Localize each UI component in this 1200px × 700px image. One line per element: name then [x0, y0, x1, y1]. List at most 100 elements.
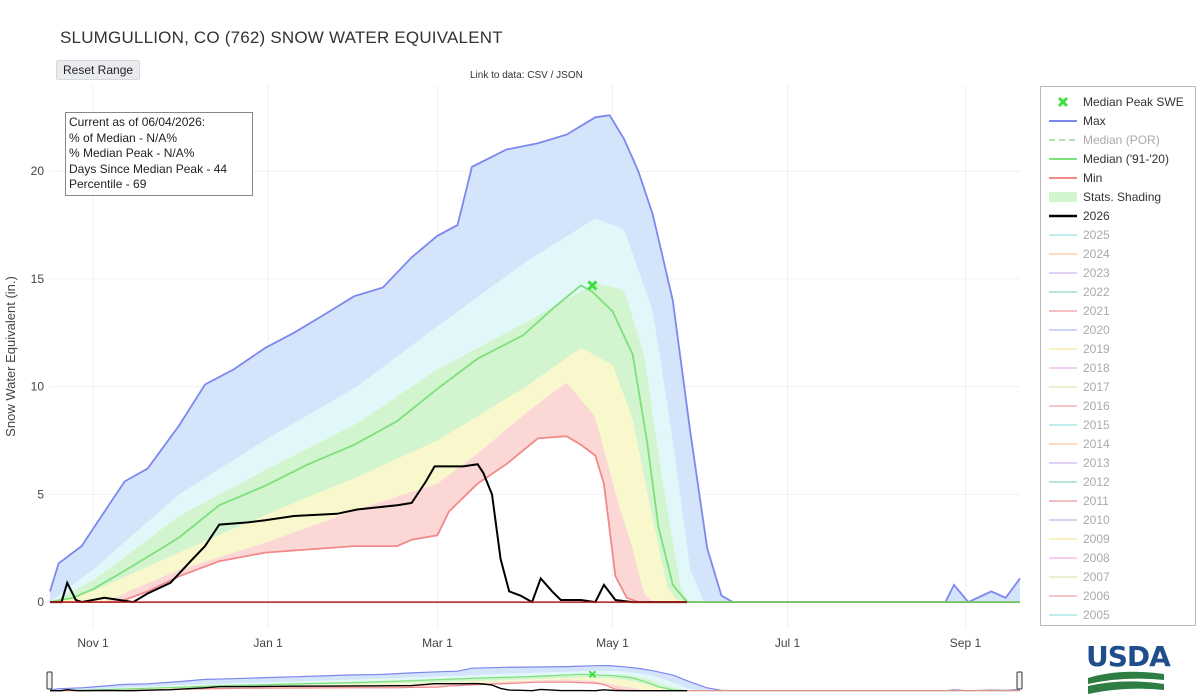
legend-item[interactable]: 2022 [1047, 283, 1110, 301]
legend-item[interactable]: 2007 [1047, 568, 1110, 586]
legend-item[interactable]: Median (POR) [1047, 131, 1160, 149]
legend-label: 2009 [1083, 532, 1110, 546]
legend-label: 2010 [1083, 513, 1110, 527]
stats-band-50-70 [50, 283, 1020, 603]
info-line-days-since-peak: Days Since Median Peak - 44 [69, 161, 228, 176]
legend-label: 2022 [1083, 285, 1110, 299]
legend-label: Median ('91-'20) [1083, 152, 1169, 166]
legend-item[interactable]: Min [1047, 169, 1102, 187]
legend-swatch-icon [1047, 533, 1079, 545]
current-status-box: Current as of 06/04/2026: % of Median - … [65, 112, 253, 196]
legend-item[interactable]: Median Peak SWE [1047, 93, 1184, 111]
usda-logo-text: USDA [1086, 640, 1171, 673]
stats-band-30-50 [50, 348, 1020, 603]
legend-item[interactable]: 2020 [1047, 321, 1110, 339]
legend-swatch-icon [1047, 324, 1079, 336]
nav-min-line [50, 681, 1020, 692]
legend-swatch-icon [1047, 476, 1079, 488]
legend-item[interactable]: 2008 [1047, 549, 1110, 567]
legend-label: 2005 [1083, 608, 1110, 622]
legend-item[interactable]: 2016 [1047, 397, 1110, 415]
legend-swatch-icon [1047, 419, 1079, 431]
stats-band-min-30 [50, 383, 1020, 603]
legend-label: 2016 [1083, 399, 1110, 413]
legend-item[interactable]: 2006 [1047, 587, 1110, 605]
median-peak-marker [587, 280, 598, 291]
legend-item[interactable]: 2023 [1047, 264, 1110, 282]
legend-item[interactable]: 2009 [1047, 530, 1110, 548]
legend-item[interactable]: 2010 [1047, 511, 1110, 529]
legend-swatch-icon [1047, 514, 1079, 526]
legend-swatch-icon [1047, 305, 1079, 317]
range-start-handle[interactable] [46, 671, 53, 690]
legend-swatch-icon [1047, 590, 1079, 602]
legend-label: 2015 [1083, 418, 1110, 432]
legend-item[interactable]: 2005 [1047, 606, 1110, 624]
legend-label: 2008 [1083, 551, 1110, 565]
data-link[interactable]: Link to data: CSV / JSON [470, 70, 583, 81]
legend-swatch-icon [1047, 210, 1079, 222]
legend-swatch-icon [1047, 229, 1079, 241]
range-end-handle[interactable] [1016, 671, 1023, 690]
info-line-pct-median: % of Median - N/A% [69, 130, 178, 145]
legend-swatch-icon [1047, 248, 1079, 260]
legend-label: 2013 [1083, 456, 1110, 470]
legend-item[interactable]: 2014 [1047, 435, 1110, 453]
legend-swatch-icon [1047, 115, 1079, 127]
legend-item[interactable]: 2026 [1047, 207, 1110, 225]
legend-swatch-icon [1047, 267, 1079, 279]
y-tick-label: 0 [37, 595, 44, 609]
legend-label: 2021 [1083, 304, 1110, 318]
x-tick-label: Nov 1 [77, 636, 109, 650]
legend-item[interactable]: 2013 [1047, 454, 1110, 472]
legend-label: 2025 [1083, 228, 1110, 242]
legend-label: 2024 [1083, 247, 1110, 261]
info-line-pct-median-peak: % Median Peak - N/A% [69, 146, 195, 161]
x-marker-icon [1047, 96, 1079, 108]
nav-median-line [49, 673, 1020, 692]
series-max-line [49, 114, 1021, 604]
legend-label: Median (POR) [1083, 133, 1160, 147]
legend-swatch-icon [1047, 191, 1079, 203]
chart-title: SLUMGULLION, CO (762) SNOW WATER EQUIVAL… [60, 28, 503, 47]
legend-item[interactable]: 2012 [1047, 473, 1110, 491]
legend-item[interactable]: 2019 [1047, 340, 1110, 358]
x-tick-label: Sep 1 [950, 636, 982, 650]
stats-band-90-max [50, 115, 1020, 603]
legend-item[interactable]: 2015 [1047, 416, 1110, 434]
legend-item[interactable]: 2011 [1047, 492, 1109, 510]
info-line-current-as-of: Current as of 06/04/2026: [69, 115, 206, 129]
legend-item[interactable]: 2018 [1047, 359, 1110, 377]
legend-item[interactable]: 2024 [1047, 245, 1110, 263]
legend-label: 2017 [1083, 380, 1110, 394]
legend-label: 2006 [1083, 589, 1110, 603]
legend-label: Median Peak SWE [1083, 95, 1184, 109]
nav-2026-line [50, 682, 688, 692]
legend-swatch-icon [1047, 343, 1079, 355]
legend-swatch-icon [1047, 552, 1079, 564]
legend-item[interactable]: Median ('91-'20) [1047, 150, 1169, 168]
series-median-line [49, 284, 1020, 603]
legend-item[interactable]: Stats. Shading [1047, 188, 1161, 206]
nav-band-50-70 [50, 674, 1020, 691]
legend-label: Stats. Shading [1083, 190, 1162, 204]
legend-label: Max [1083, 114, 1106, 128]
legend-label: 2026 [1083, 209, 1110, 223]
y-tick-label: 10 [31, 380, 45, 394]
legend-label: 2007 [1083, 570, 1110, 584]
legend-swatch-icon [1047, 381, 1079, 393]
x-tick-label: May 1 [596, 636, 629, 650]
legend-item[interactable]: 2025 [1047, 226, 1110, 244]
legend-swatch-icon [1047, 362, 1079, 374]
legend-item[interactable]: 2017 [1047, 378, 1110, 396]
series-min-line [50, 435, 1020, 603]
x-tick-label: Jan 1 [253, 636, 283, 650]
reset-range-button[interactable]: Reset Range [56, 60, 141, 80]
legend-label: 2018 [1083, 361, 1110, 375]
nav-median-peak-marker [588, 670, 597, 679]
nav-band-70-90 [50, 670, 1020, 691]
y-tick-label: 15 [31, 272, 45, 286]
legend-item[interactable]: Max [1047, 112, 1106, 130]
legend-item[interactable]: 2021 [1047, 302, 1110, 320]
